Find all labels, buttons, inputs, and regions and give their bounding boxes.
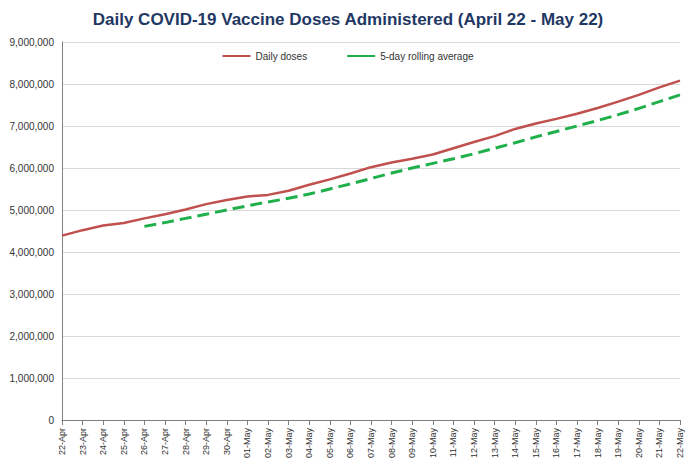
- svg-text:0: 0: [48, 415, 54, 426]
- svg-text:22-Apr: 22-Apr: [57, 428, 67, 455]
- svg-text:01-May: 01-May: [242, 428, 252, 459]
- svg-text:1,000,000: 1,000,000: [10, 373, 55, 384]
- svg-text:9,000,000: 9,000,000: [10, 37, 55, 48]
- svg-text:8,000,000: 8,000,000: [10, 79, 55, 90]
- svg-text:25-Apr: 25-Apr: [119, 428, 129, 455]
- svg-text:19-May: 19-May: [613, 428, 623, 459]
- svg-text:6,000,000: 6,000,000: [10, 163, 55, 174]
- svg-text:27-Apr: 27-Apr: [160, 428, 170, 455]
- svg-text:18-May: 18-May: [593, 428, 603, 459]
- svg-text:22-May: 22-May: [675, 428, 685, 459]
- svg-text:17-May: 17-May: [572, 428, 582, 459]
- svg-text:20-May: 20-May: [634, 428, 644, 459]
- svg-text:10-May: 10-May: [428, 428, 438, 459]
- svg-text:Daily doses: Daily doses: [255, 51, 307, 62]
- svg-text:23-Apr: 23-Apr: [78, 428, 88, 455]
- svg-text:21-May: 21-May: [654, 428, 664, 459]
- svg-text:26-Apr: 26-Apr: [139, 428, 149, 455]
- svg-text:07-May: 07-May: [366, 428, 376, 459]
- svg-text:29-Apr: 29-Apr: [201, 428, 211, 455]
- svg-text:13-May: 13-May: [490, 428, 500, 459]
- svg-text:5-day rolling average: 5-day rolling average: [380, 51, 474, 62]
- svg-text:5,000,000: 5,000,000: [10, 205, 55, 216]
- svg-text:08-May: 08-May: [387, 428, 397, 459]
- svg-text:2,000,000: 2,000,000: [10, 331, 55, 342]
- svg-text:05-May: 05-May: [325, 428, 335, 459]
- svg-text:Daily COVID-19 Vaccine Doses A: Daily COVID-19 Vaccine Doses Administere…: [93, 10, 604, 29]
- svg-text:14-May: 14-May: [510, 428, 520, 459]
- svg-text:16-May: 16-May: [551, 428, 561, 459]
- svg-text:03-May: 03-May: [284, 428, 294, 459]
- svg-text:02-May: 02-May: [263, 428, 273, 459]
- svg-text:12-May: 12-May: [469, 428, 479, 459]
- svg-text:11-May: 11-May: [448, 428, 458, 458]
- svg-text:04-May: 04-May: [304, 428, 314, 459]
- svg-text:28-Apr: 28-Apr: [181, 428, 191, 455]
- svg-text:3,000,000: 3,000,000: [10, 289, 55, 300]
- svg-text:09-May: 09-May: [407, 428, 417, 459]
- svg-text:4,000,000: 4,000,000: [10, 247, 55, 258]
- svg-text:06-May: 06-May: [345, 428, 355, 459]
- svg-text:24-Apr: 24-Apr: [98, 428, 108, 455]
- svg-text:30-Apr: 30-Apr: [222, 428, 232, 455]
- svg-text:7,000,000: 7,000,000: [10, 121, 55, 132]
- svg-text:15-May: 15-May: [531, 428, 541, 459]
